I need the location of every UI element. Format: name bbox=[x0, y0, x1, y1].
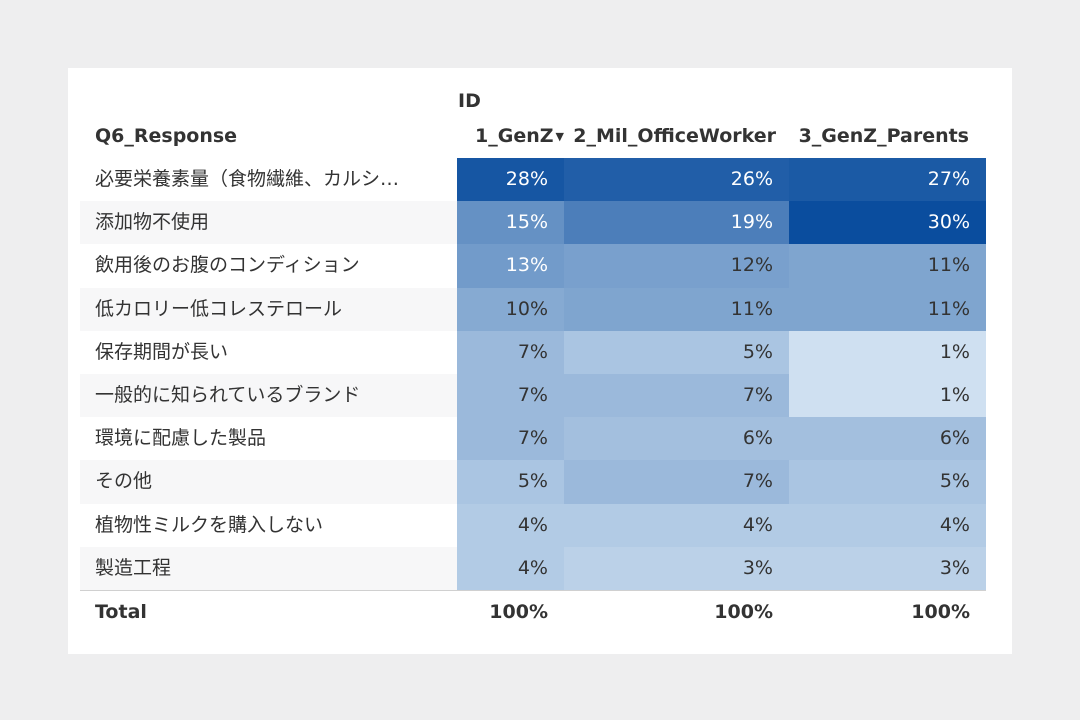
column-header-2[interactable]: 2_Mil_OfficeWorker bbox=[573, 125, 776, 147]
row-label: 保存期間が長い bbox=[95, 340, 229, 363]
sort-descending-icon[interactable]: ▼ bbox=[555, 130, 564, 143]
heatmap-cell[interactable]: 3% bbox=[789, 546, 986, 590]
table-row: 植物性ミルクを購入しない 4% 4% 4% bbox=[80, 503, 986, 547]
row-label: 植物性ミルクを購入しない bbox=[95, 513, 324, 536]
heatmap-cell[interactable]: 27% bbox=[789, 158, 986, 202]
heatmap-cell[interactable]: 30% bbox=[789, 201, 986, 245]
row-dimension-label: Q6_Response bbox=[95, 125, 238, 147]
heatmap-cell[interactable]: 7% bbox=[457, 373, 564, 418]
heatmap-cell[interactable]: 26% bbox=[564, 158, 789, 202]
crosstab-card: ID Q6_Response 1_GenZ ▼ 2_Mil_OfficeWorke… bbox=[68, 68, 1012, 654]
total-cell: 100% bbox=[714, 601, 773, 623]
row-label: 飲用後のお腹のコンディション bbox=[95, 254, 360, 277]
table-row: 必要栄養素量（食物繊維、カルシ… 28% 26% 27% bbox=[80, 158, 986, 202]
heatmap-cell[interactable]: 4% bbox=[457, 546, 564, 590]
table-row: 製造工程 4% 3% 3% bbox=[80, 546, 986, 590]
heatmap-cell[interactable]: 11% bbox=[789, 287, 986, 331]
table-row: 低カロリー低コレステロール 10% 11% 11% bbox=[80, 287, 986, 331]
heatmap-cell[interactable]: 12% bbox=[564, 244, 789, 288]
total-label: Total bbox=[95, 601, 147, 623]
heatmap-cell[interactable]: 7% bbox=[564, 460, 789, 504]
table-row: 保存期間が長い 7% 5% 1% bbox=[80, 330, 986, 374]
heatmap-cell[interactable]: 5% bbox=[457, 460, 564, 504]
heatmap-table: 必要栄養素量（食物繊維、カルシ… 28% 26% 27% 添加物不使用 15% 19% 30%… bbox=[80, 158, 986, 590]
total-cell: 100% bbox=[489, 601, 548, 623]
column-header-label: 1_GenZ bbox=[475, 125, 554, 147]
heatmap-cell[interactable]: 1% bbox=[789, 373, 986, 418]
total-row: Total 100% 100% 100% bbox=[80, 590, 986, 635]
table-row: 添加物不使用 15% 19% 30% bbox=[80, 201, 986, 245]
heatmap-cell[interactable]: 11% bbox=[789, 244, 986, 288]
table-row: 環境に配慮した製品 7% 6% 6% bbox=[80, 417, 986, 461]
heatmap-cell[interactable]: 13% bbox=[457, 244, 564, 288]
row-label: その他 bbox=[95, 470, 153, 493]
heatmap-cell[interactable]: 6% bbox=[564, 417, 789, 461]
heatmap-cell[interactable]: 28% bbox=[457, 158, 564, 202]
heatmap-cell[interactable]: 10% bbox=[457, 287, 564, 331]
heatmap-cell[interactable]: 4% bbox=[789, 503, 986, 547]
heatmap-cell[interactable]: 7% bbox=[457, 330, 564, 374]
heatmap-cell[interactable]: 5% bbox=[789, 460, 986, 504]
heatmap-cell[interactable]: 11% bbox=[564, 287, 789, 331]
row-label: 製造工程 bbox=[95, 556, 172, 579]
heatmap-cell[interactable]: 19% bbox=[564, 201, 789, 245]
heatmap-cell[interactable]: 1% bbox=[789, 330, 986, 374]
heatmap-cell[interactable]: 15% bbox=[457, 201, 564, 245]
heatmap-cell[interactable]: 7% bbox=[457, 417, 564, 461]
row-label: 環境に配慮した製品 bbox=[95, 427, 267, 450]
table-row: その他 5% 7% 5% bbox=[80, 460, 986, 504]
heatmap-cell[interactable]: 4% bbox=[457, 503, 564, 547]
heatmap-cell[interactable]: 4% bbox=[564, 503, 789, 547]
total-cell: 100% bbox=[911, 601, 970, 623]
column-header-3[interactable]: 3_GenZ_Parents bbox=[798, 125, 969, 147]
row-label: 低カロリー低コレステロール bbox=[95, 297, 343, 320]
row-label: 必要栄養素量（食物繊維、カルシ… bbox=[95, 168, 400, 190]
heatmap-cell[interactable]: 5% bbox=[564, 330, 789, 374]
row-label: 添加物不使用 bbox=[95, 211, 210, 234]
heatmap-cell[interactable]: 7% bbox=[564, 373, 789, 418]
heatmap-cell[interactable]: 3% bbox=[564, 546, 789, 590]
column-header-1[interactable]: 1_GenZ ▼ bbox=[457, 125, 564, 147]
heatmap-cell[interactable]: 6% bbox=[789, 417, 986, 461]
row-label: 一般的に知られているブランド bbox=[95, 383, 361, 406]
table-row: 飲用後のお腹のコンディション 13% 12% 11% bbox=[80, 244, 986, 288]
table-row: 一般的に知られているブランド 7% 7% 1% bbox=[80, 373, 986, 418]
column-group-label: ID bbox=[458, 90, 481, 112]
